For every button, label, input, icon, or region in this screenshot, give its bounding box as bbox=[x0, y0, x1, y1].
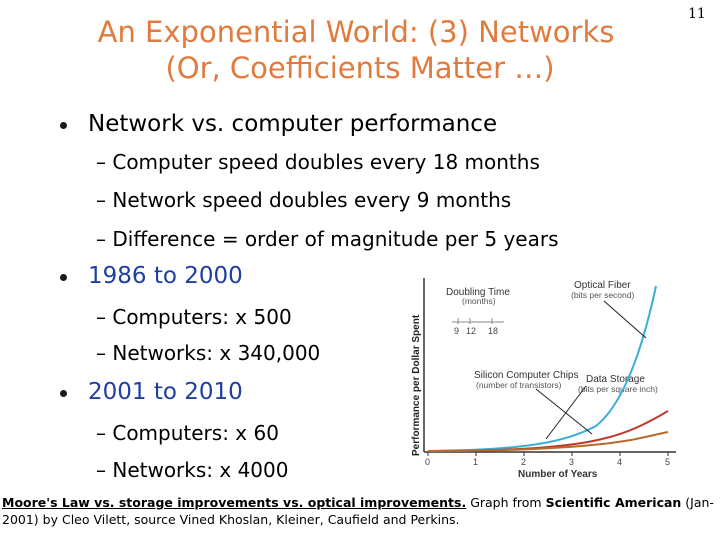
caption-text: Graph from bbox=[466, 495, 546, 510]
silicon-chips-label: Silicon Computer Chips bbox=[474, 370, 579, 381]
optical-fiber-label: Optical Fiber bbox=[574, 280, 631, 291]
optical-fiber-sub: (bits per second) bbox=[571, 290, 634, 300]
caption-source: Scientific American bbox=[545, 495, 682, 510]
x-tick-label: 2 bbox=[521, 457, 526, 467]
sub-bullet: – Networks: x 340,000 bbox=[96, 341, 321, 365]
doubling-time-sub: (months) bbox=[462, 296, 496, 306]
x-tick-label: 3 bbox=[569, 457, 574, 467]
x-tick-label: 4 bbox=[617, 457, 622, 467]
chart-x-axis-label: Number of Years bbox=[518, 469, 598, 480]
sub-bullet: – Difference = order of magnitude per 5 … bbox=[96, 227, 559, 251]
x-tick-label: 0 bbox=[425, 457, 430, 467]
silicon-chips-sub: (number of transistors) bbox=[476, 380, 562, 390]
performance-chart: Performance per Dollar Spent Doubling Ti… bbox=[411, 278, 676, 480]
fiber-leader-line bbox=[603, 300, 647, 339]
doubling-tick-label: 18 bbox=[488, 326, 498, 336]
title-line-2: (Or, Coefficients Matter …) bbox=[165, 51, 555, 85]
chips-curve bbox=[427, 431, 669, 452]
sub-bullet: – Network speed doubles every 9 months bbox=[96, 188, 512, 212]
doubling-ticks: 9 12 18 bbox=[454, 318, 498, 336]
source-caption: Moore's Law vs. storage improvements vs.… bbox=[2, 494, 718, 528]
caption-text-2: (Jan-2001) by Cleo Vilett, source Vined … bbox=[2, 495, 714, 527]
chart-y-axis-label: Performance per Dollar Spent bbox=[411, 314, 422, 456]
x-ticks: 0 1 2 3 4 5 bbox=[425, 452, 670, 467]
doubling-tick-label: 12 bbox=[466, 326, 476, 336]
doubling-time-title: Doubling Time bbox=[446, 287, 510, 298]
caption-link[interactable]: Moore's Law vs. storage improvements vs.… bbox=[2, 495, 467, 510]
chips-leader-line bbox=[535, 388, 593, 435]
bullet-2001-2010: 2001 to 2010 bbox=[88, 379, 243, 405]
slide-title: An Exponential World: (3) Networks (Or, … bbox=[0, 14, 720, 86]
sub-bullet: – Computers: x 500 bbox=[96, 305, 292, 329]
bullet-icon bbox=[58, 272, 69, 283]
fiber-curve bbox=[427, 285, 657, 452]
sub-bullet: – Computers: x 60 bbox=[96, 421, 279, 445]
data-storage-label: Data Storage bbox=[586, 374, 645, 385]
storage-curve bbox=[427, 410, 669, 452]
doubling-tick-label: 9 bbox=[454, 326, 459, 336]
sub-bullet: – Computer speed doubles every 18 months bbox=[96, 150, 540, 174]
title-line-1: An Exponential World: (3) Networks bbox=[97, 15, 615, 49]
bullet-1986-2000: 1986 to 2000 bbox=[88, 263, 243, 289]
bullet-icon bbox=[58, 120, 69, 131]
storage-leader-line bbox=[545, 385, 587, 440]
data-storage-sub: (bits per square inch) bbox=[578, 384, 658, 394]
bullet-network-vs-computer: Network vs. computer performance bbox=[88, 111, 498, 137]
x-tick-label: 1 bbox=[473, 457, 478, 467]
sub-bullet: – Networks: x 4000 bbox=[96, 458, 289, 482]
x-tick-label: 5 bbox=[665, 457, 670, 467]
bullet-icon bbox=[58, 388, 69, 399]
page-number: 11 bbox=[688, 6, 706, 22]
